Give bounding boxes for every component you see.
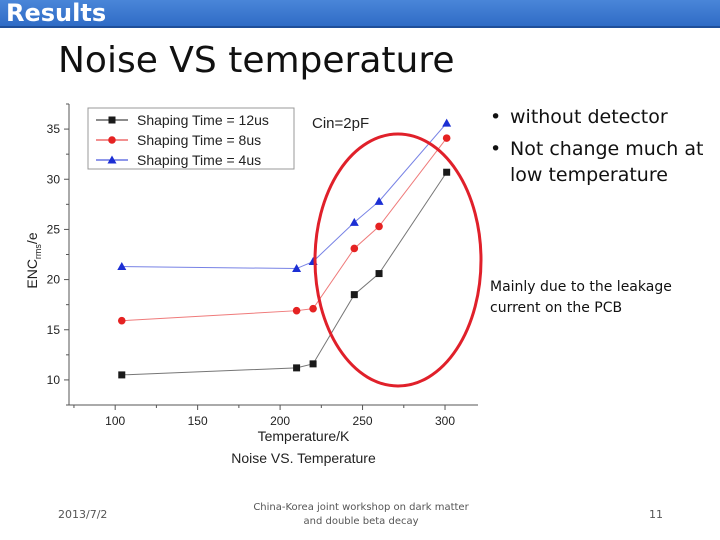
data-point (293, 364, 301, 372)
bullet-item: without detector (490, 104, 718, 130)
legend-marker (108, 116, 116, 124)
x-tick-label: 300 (435, 414, 455, 428)
y-tick-label: 25 (47, 222, 61, 236)
y-tick-label: 10 (47, 373, 61, 387)
series-line-3 (121, 122, 448, 270)
chart-title: Noise VS. Temperature (231, 450, 376, 466)
data-point (374, 196, 384, 205)
data-point (375, 222, 383, 231)
data-point (350, 291, 358, 299)
legend-marker (108, 136, 116, 144)
series-line-2 (121, 137, 448, 322)
y-tick-label: 35 (47, 122, 61, 136)
y-tick-label: 20 (47, 273, 61, 287)
footer-event: China-Korea joint workshop on dark matte… (253, 502, 469, 527)
bullet-item: Not change much at low temperature (490, 136, 718, 188)
y-axis-label-suffix: /e (24, 232, 40, 244)
x-tick-label: 150 (188, 414, 208, 428)
y-axis-label-subscript: rms (33, 244, 43, 259)
data-point (292, 264, 302, 273)
data-point (375, 270, 383, 278)
x-tick-label: 250 (353, 414, 373, 428)
highlight-ellipse (313, 132, 483, 388)
legend-marker (107, 155, 117, 164)
data-point (117, 316, 126, 325)
data-point (443, 168, 451, 176)
data-point (309, 360, 317, 368)
section-title: Results (6, 0, 107, 27)
x-tick-label: 100 (105, 414, 125, 428)
data-point (349, 217, 359, 226)
legend-label: Shaping Time = 12us (137, 112, 269, 128)
data-point (292, 306, 301, 315)
y-tick-label: 30 (47, 172, 61, 186)
series-line-1 (121, 171, 448, 376)
y-tick-label: 15 (47, 323, 61, 337)
bullet-list: without detector Not change much at low … (490, 104, 718, 194)
page-number: 11 (649, 508, 663, 521)
data-point (350, 244, 359, 253)
chart-annotation: Cin=2pF (312, 115, 369, 132)
legend-box (87, 107, 295, 170)
data-point (442, 118, 452, 127)
data-point (118, 371, 126, 379)
footer-date: 2013/7/2 (58, 508, 108, 521)
x-tick-label: 200 (270, 414, 290, 428)
y-axis-label: ENCrms/e (24, 232, 43, 288)
x-axis-label: Temperature/K (258, 428, 350, 444)
header-bar: Results (0, 0, 720, 28)
data-point (309, 304, 317, 313)
legend-label: Shaping Time = 8us (137, 132, 261, 148)
leakage-note: Mainly due to the leakage current on the… (490, 279, 672, 316)
legend-label: Shaping Time = 4us (137, 152, 261, 168)
data-point (442, 134, 451, 142)
data-point (117, 262, 127, 271)
slide-title: Noise VS temperature (58, 40, 455, 81)
